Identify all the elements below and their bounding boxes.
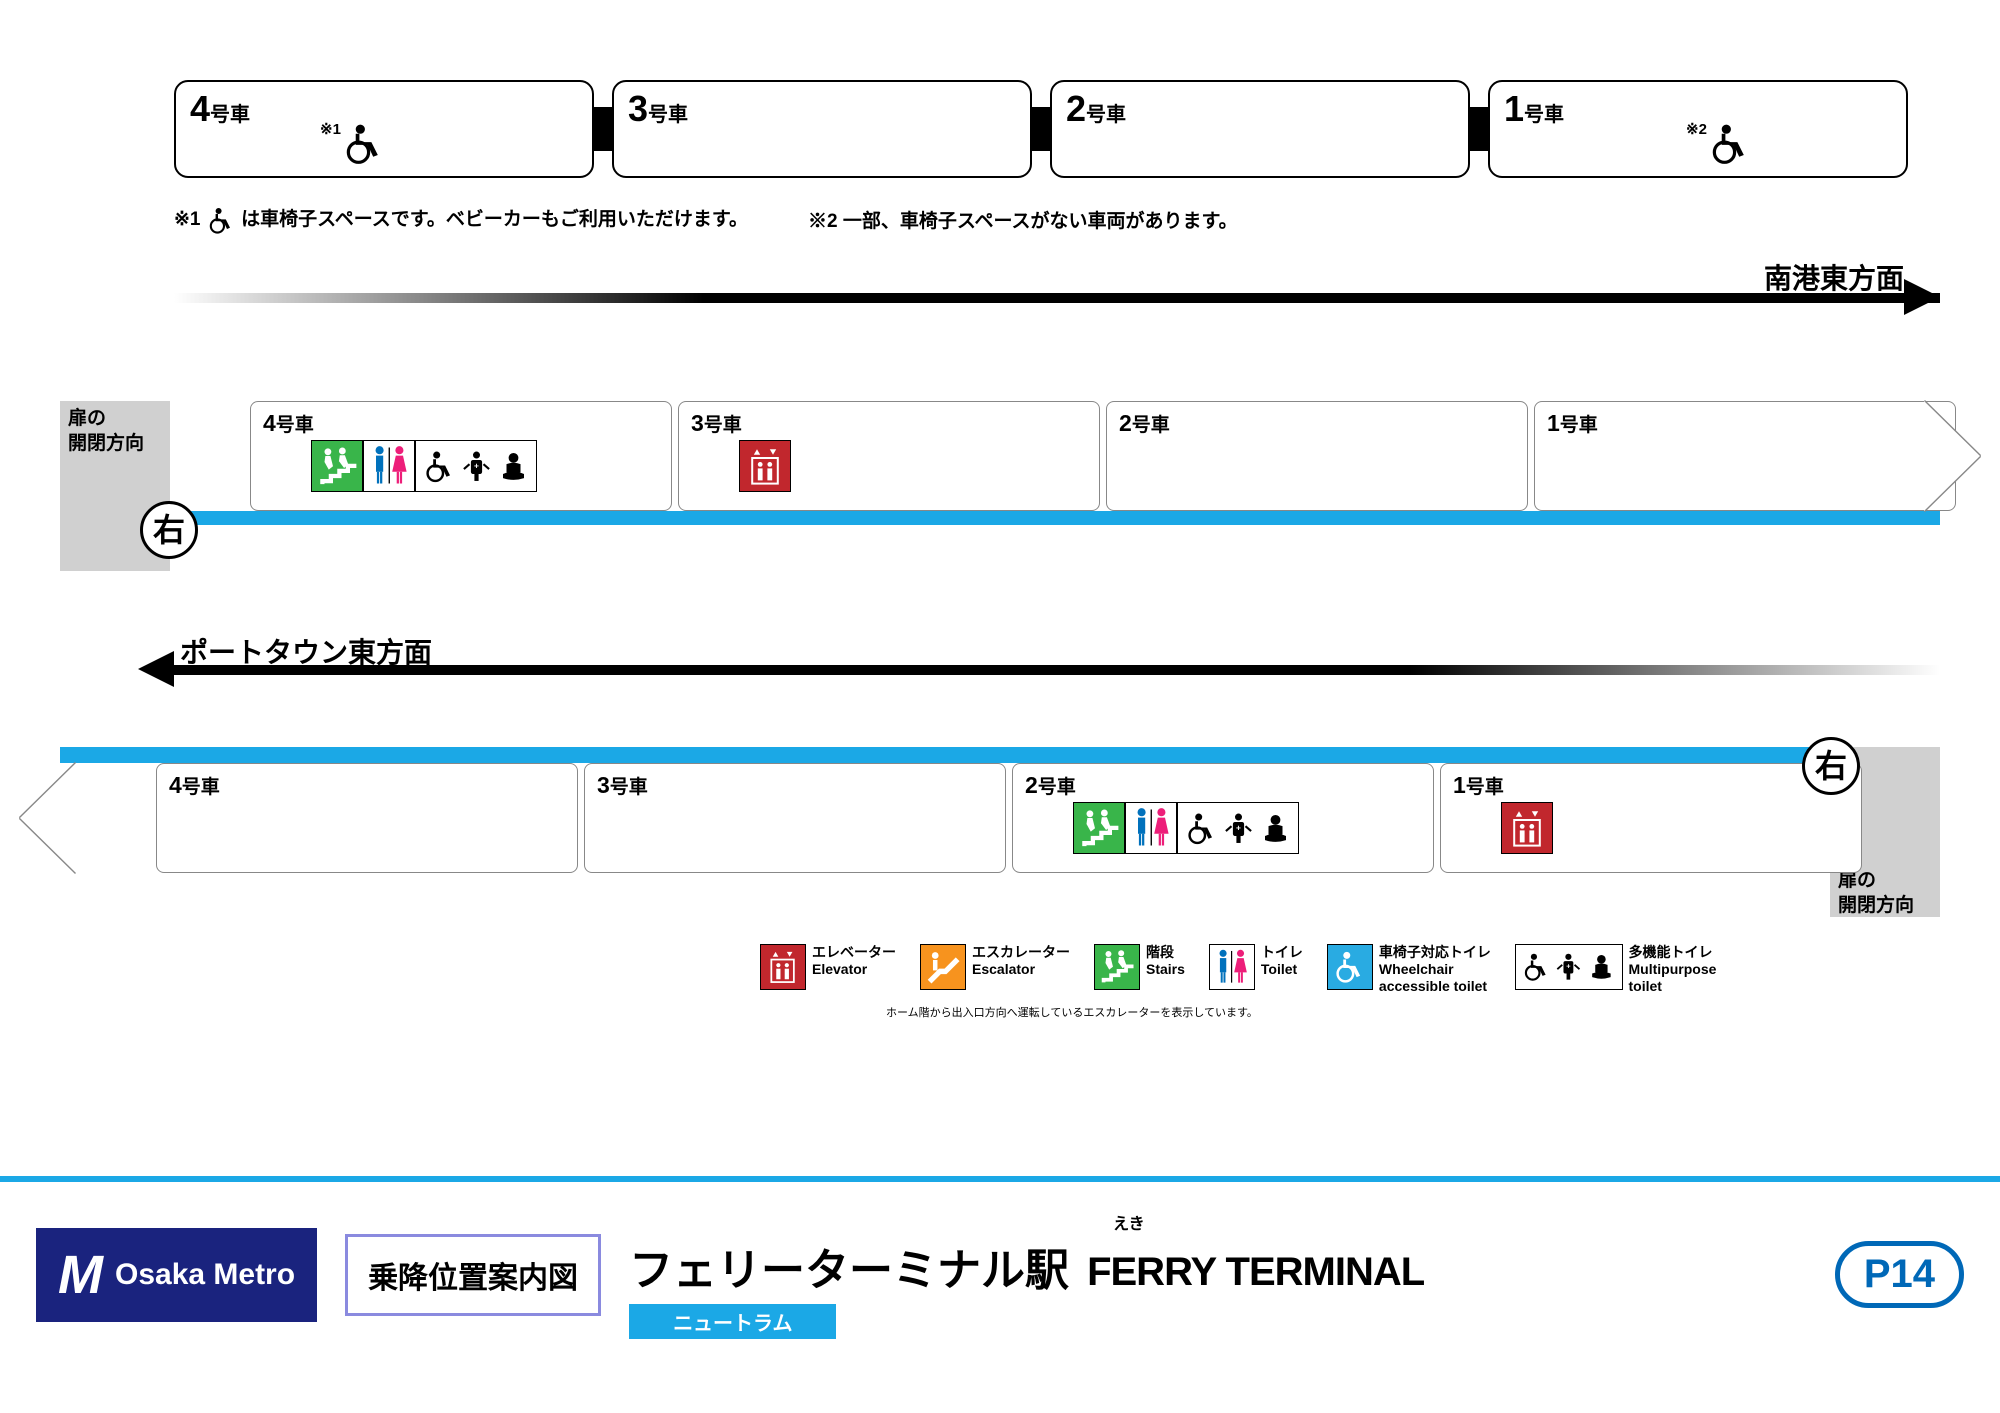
multi-icon: + [415, 440, 537, 492]
stairs-icon [311, 440, 363, 492]
platform-bar [170, 511, 1940, 525]
svg-text:+: + [1567, 962, 1572, 971]
legend-item: エレベーターElevator [760, 944, 896, 990]
train-car: 1号車※2 [1488, 80, 1908, 178]
station-name-block: えき フェリーターミナル駅 FERRY TERMINAL ニュートラム [629, 1210, 1807, 1339]
svg-text:+: + [1236, 822, 1241, 832]
station-code: P14 [1835, 1241, 1964, 1308]
multi-icon: + [1515, 944, 1623, 990]
toilet-icon [1125, 802, 1177, 854]
door-side-indicator: 右 [140, 501, 198, 559]
svg-text:+: + [474, 460, 479, 470]
platform-car: 2号車 [1106, 401, 1528, 511]
legend-item: 階段Stairs [1094, 944, 1185, 990]
platform-car: 3号車 [678, 401, 1100, 511]
facility-icons: + [1073, 802, 1299, 854]
line-name: ニュートラム [629, 1304, 836, 1339]
escalator-note: ホーム階から出入口方向へ運転しているエスカレーターを表示しています。 [886, 1004, 1258, 1020]
platform-bar [60, 747, 1830, 763]
toilet-icon [1209, 944, 1255, 990]
train-car: 4号車※1 [174, 80, 594, 178]
metro-m-icon: M [58, 1244, 103, 1306]
platform-car: 3号車 [584, 763, 1006, 873]
facility-icons [739, 440, 791, 492]
brand-text: Osaka Metro [115, 1258, 295, 1292]
direction-arrow-left: ポートタウン東方面 [60, 641, 1940, 687]
train-car: 3号車 [612, 80, 1032, 178]
legend-item: エスカレーターEscalator [920, 944, 1070, 990]
train-car: 2号車 [1050, 80, 1470, 178]
legend-item: 車椅子対応トイレWheelchairaccessible toilet [1327, 944, 1491, 994]
elevator-icon [739, 440, 791, 492]
platform-car: 1号車 [1440, 763, 1862, 873]
footer-divider [0, 1176, 2000, 1182]
toilet-icon [363, 440, 415, 492]
stairs-icon [1094, 944, 1140, 990]
multi-icon: + [1177, 802, 1299, 854]
facility-icons [1501, 802, 1553, 854]
elevator-icon [1501, 802, 1553, 854]
direction-arrow-right: 南港東方面 [60, 265, 1940, 311]
platform-car: 4号車+ [250, 401, 672, 511]
legend-item: トイレToilet [1209, 944, 1303, 990]
platform-row-1: 扉の開閉方向 右 4号車+3号車2号車1号車 [60, 401, 1940, 571]
direction-label: 南港東方面 [1764, 257, 1904, 297]
door-label: 扉の開閉方向 [60, 401, 170, 462]
train-diagram: 4号車※13号車2号車1号車※2 [174, 80, 1940, 178]
escalator-icon [920, 944, 966, 990]
footer: M Osaka Metro 乗降位置案内図 えき フェリーターミナル駅 FERR… [36, 1210, 1964, 1339]
door-side-indicator: 右 [1802, 737, 1860, 795]
legend: エレベーターElevator エスカレーターEscalator 階段Stairs トイ… [760, 944, 1960, 994]
elevator-icon [760, 944, 806, 990]
platform-car: 2号車+ [1012, 763, 1434, 873]
platform-car: 4号車 [156, 763, 578, 873]
stairs-icon [1073, 802, 1125, 854]
facility-icons: + [311, 440, 537, 492]
notes: ※1 は車椅子スペースです。ベビーカーもご利用いただけます。 ※2 一部、車椅子… [174, 204, 1940, 235]
osaka-metro-logo: M Osaka Metro [36, 1228, 317, 1322]
note-1: ※1 は車椅子スペースです。ベビーカーもご利用いただけます。 [174, 204, 748, 235]
station-name-en: FERRY TERMINAL [1087, 1250, 1424, 1295]
legend-item: +多機能トイレMultipurposetoilet [1515, 944, 1716, 994]
guide-title-box: 乗降位置案内図 [345, 1234, 601, 1316]
wc-icon [1327, 944, 1373, 990]
platform-car: 1号車 [1534, 401, 1956, 511]
station-name-jp: フェリーターミナル駅 [629, 1234, 1069, 1298]
note-2: ※2 一部、車椅子スペースがない車両があります。 [808, 206, 1238, 233]
furigana: えき [1113, 1210, 1807, 1234]
platform-row-2: 扉の開閉方向 右 4号車3号車2号車+1号車 [60, 747, 1940, 917]
